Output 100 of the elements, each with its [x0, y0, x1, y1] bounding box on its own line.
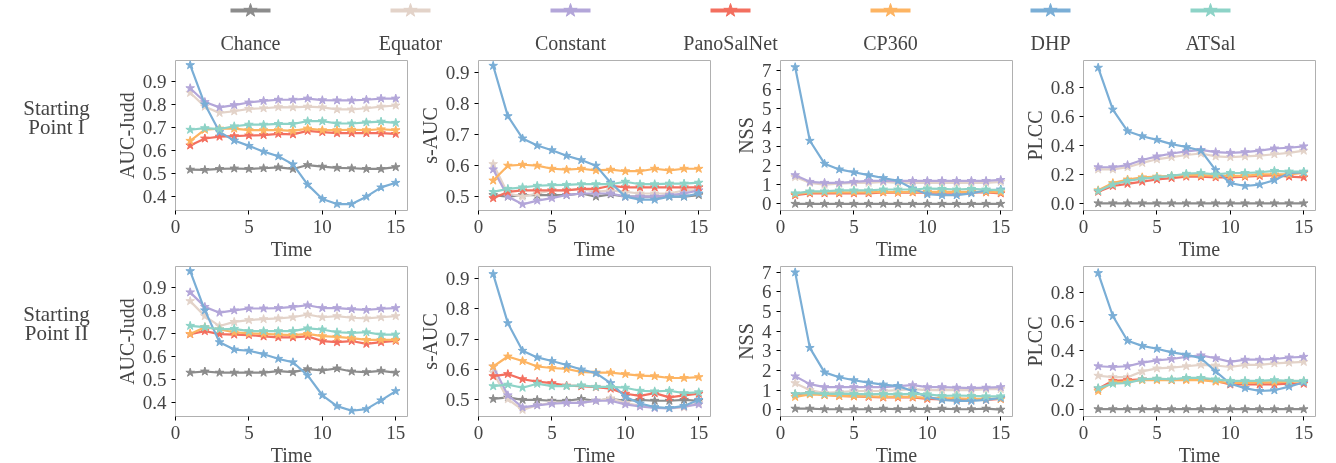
x-tick-label: 10	[615, 421, 635, 443]
y-tick-label: 1	[762, 379, 772, 401]
x-tick-label: 10	[1220, 215, 1240, 237]
y-tick-label: 0.8	[1050, 77, 1075, 99]
x-tick-label: 0	[473, 215, 484, 237]
y-tick-label: 3	[762, 340, 772, 362]
y-tick-label: 6	[762, 78, 772, 100]
x-tick-label: 5	[849, 421, 859, 443]
text: Starting Point I	[23, 96, 91, 139]
x-tick-label: 15	[1294, 215, 1314, 237]
x-tick-label: 5	[1152, 421, 1162, 443]
y-tick-label: 6	[762, 281, 772, 303]
y-tick-label: 0.9	[445, 268, 470, 290]
x-tick-label: 5	[1152, 215, 1162, 237]
y-tick-label: 0.2	[1050, 163, 1075, 185]
x-tick-label: 5	[547, 215, 557, 237]
y-tick-label: 0.9	[142, 276, 167, 298]
y-axis-title: AUC-Judd	[115, 92, 138, 179]
y-tick-label: 0.4	[1050, 135, 1075, 157]
x-tick-label: 15	[991, 215, 1011, 237]
y-tick-label: 0.9	[445, 62, 470, 84]
legend-label: PanoSalNet	[683, 31, 779, 54]
y-tick-label: 0.6	[1050, 311, 1075, 333]
y-tick-label: 7	[762, 261, 772, 283]
x-axis-title: Time	[573, 443, 616, 463]
y-tick-label: 0.8	[445, 93, 470, 115]
x-tick-label: 5	[244, 421, 254, 443]
x-tick-label: 10	[312, 215, 332, 237]
legend-label: CP360	[863, 31, 918, 54]
x-axis-title: Time	[875, 443, 918, 463]
y-axis-title: NSS	[735, 117, 757, 154]
y-tick-label: 4	[762, 116, 772, 138]
y-tick-label: 5	[762, 301, 772, 323]
x-tick-label: 0	[1078, 421, 1089, 443]
x-tick-label: 10	[917, 215, 937, 237]
y-tick-label: 0.5	[445, 389, 470, 411]
x-tick-label: 0	[1078, 215, 1089, 237]
legend-label: Equator	[378, 31, 443, 55]
text: Starting Point II	[23, 302, 91, 345]
y-tick-label: 0.5	[445, 186, 470, 208]
x-tick-label: 0	[170, 421, 181, 443]
x-axis-title: Time	[1178, 443, 1221, 463]
legend-label: Constant	[534, 31, 607, 54]
x-tick-label: 15	[386, 215, 406, 237]
y-axis-title: PLCC	[1023, 316, 1046, 367]
x-tick-label: 10	[1220, 421, 1240, 443]
x-tick-label: 15	[1294, 421, 1314, 443]
y-tick-label: 0.4	[142, 186, 167, 208]
x-axis-title: Time	[1178, 237, 1221, 260]
y-tick-label: 0.7	[445, 328, 470, 350]
x-tick-label: 5	[547, 421, 557, 443]
y-tick-label: 0.4	[1050, 340, 1075, 362]
y-tick-label: 3	[762, 135, 772, 157]
x-tick-label: 15	[991, 421, 1011, 443]
x-tick-label: 15	[386, 421, 406, 443]
x-tick-label: 15	[689, 421, 709, 443]
y-tick-label: 0.0	[1050, 398, 1075, 420]
x-axis-title: Time	[270, 443, 313, 463]
y-tick-label: 0.6	[142, 140, 167, 161]
y-tick-label: 0.5	[142, 163, 167, 185]
y-tick-label: 5	[762, 97, 772, 119]
y-tick-label: 0.0	[1050, 192, 1075, 214]
y-tick-label: 1	[762, 174, 772, 196]
legend-label: ATSal	[1185, 31, 1236, 54]
legend-label: Chance	[220, 31, 281, 54]
y-tick-label: 0.7	[142, 116, 167, 138]
x-axis-title: Time	[875, 237, 918, 260]
y-axis-title: PLCC	[1023, 110, 1046, 161]
y-tick-label: 0.6	[445, 359, 470, 381]
y-tick-label: 0	[762, 193, 772, 215]
y-tick-label: 0.7	[445, 124, 470, 146]
x-tick-label: 0	[473, 421, 484, 443]
y-tick-label: 7	[762, 59, 772, 81]
y-tick-label: 0	[762, 399, 772, 421]
x-axis-title: Time	[270, 237, 313, 260]
y-tick-label: 0.2	[1050, 369, 1075, 391]
x-tick-label: 5	[244, 215, 254, 237]
y-tick-label: 0.4	[142, 392, 167, 414]
y-tick-label: 0.6	[142, 346, 167, 367]
y-tick-label: 0.6	[445, 155, 470, 177]
y-tick-label: 0.9	[142, 70, 167, 92]
y-tick-label: 0.6	[1050, 106, 1075, 128]
y-axis-title: AUC-Judd	[115, 298, 138, 385]
y-axis-title: s-AUC	[418, 107, 441, 164]
y-tick-label: 0.7	[142, 322, 167, 344]
y-tick-label: 0.8	[1050, 282, 1075, 304]
y-axis-title: NSS	[735, 323, 757, 360]
y-tick-label: 0.8	[142, 299, 167, 321]
y-axis-title: s-AUC	[418, 313, 441, 370]
x-tick-label: 5	[849, 215, 859, 237]
y-tick-label: 0.8	[142, 93, 167, 115]
y-tick-label: 2	[762, 155, 772, 177]
y-tick-label: 0.5	[142, 369, 167, 391]
x-tick-label: 10	[615, 215, 635, 237]
legend-label: DHP	[1030, 31, 1071, 54]
y-tick-label: 0.8	[445, 298, 470, 320]
x-axis-title: Time	[573, 237, 616, 260]
x-tick-label: 0	[170, 215, 181, 237]
x-tick-label: 10	[312, 421, 332, 443]
y-tick-label: 4	[762, 320, 772, 342]
